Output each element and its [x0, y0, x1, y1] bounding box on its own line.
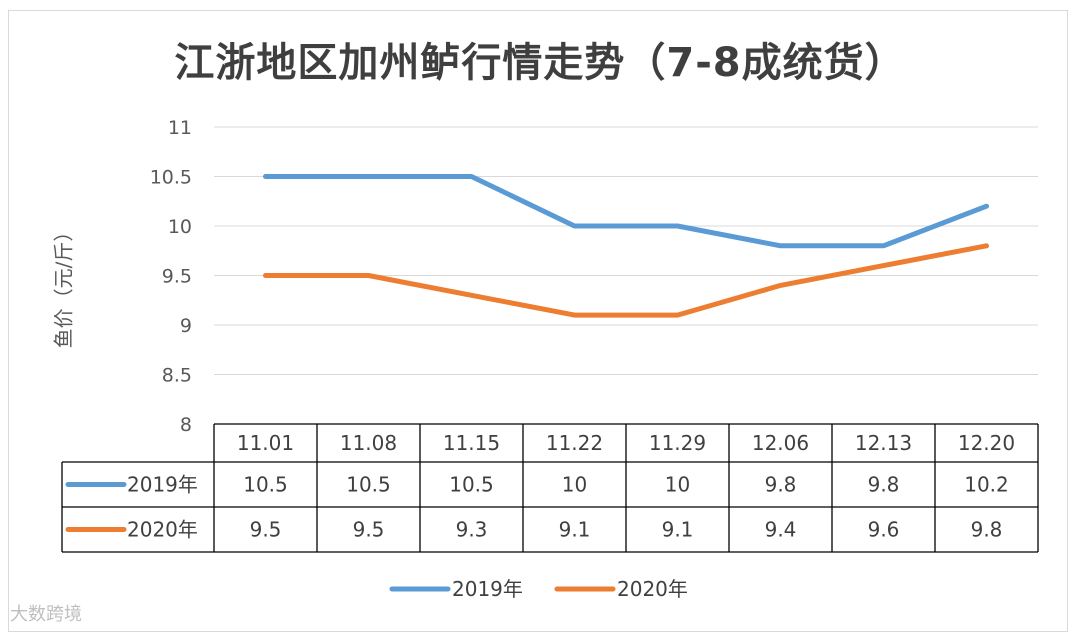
table-value-cell: 9.8	[765, 473, 797, 497]
table-series-name: 2019年	[127, 473, 198, 497]
y-tick-label: 9.5	[162, 266, 192, 288]
table-value-cell: 10.5	[346, 473, 391, 497]
y-tick-label: 8.5	[162, 365, 192, 387]
series-line-1	[263, 174, 989, 249]
x-category-label: 11.08	[340, 431, 397, 455]
y-tick-label: 8	[180, 414, 192, 436]
table-value-cell: 10.2	[964, 473, 1009, 497]
table-value-cell: 9.5	[353, 518, 385, 542]
x-category-label: 12.13	[855, 431, 912, 455]
legend-label: 2020年	[617, 577, 688, 601]
table-value-cell: 9.4	[765, 518, 797, 542]
table-value-cell: 10.5	[243, 473, 288, 497]
table-value-cell: 10	[665, 473, 690, 497]
x-category-label: 11.01	[237, 431, 294, 455]
table-value-cell: 9.1	[662, 518, 694, 542]
series-line-2	[263, 243, 989, 318]
table-value-cell: 10.5	[449, 473, 494, 497]
x-category-label: 11.15	[443, 431, 500, 455]
table-value-cell: 9.6	[868, 518, 900, 542]
table-value-cell: 9.5	[250, 518, 282, 542]
legend-label: 2019年	[452, 577, 523, 601]
table-series-name: 2020年	[127, 518, 198, 542]
chart-frame	[8, 10, 1068, 632]
x-category-label: 11.29	[649, 431, 706, 455]
x-category-label: 12.20	[958, 431, 1015, 455]
y-tick-label: 9	[180, 315, 192, 337]
watermark-text: 大数跨境	[10, 604, 82, 625]
table-value-cell: 10	[562, 473, 587, 497]
table-value-cell: 9.8	[868, 473, 900, 497]
y-tick-label: 11	[168, 117, 192, 139]
chart-title: 江浙地区加州鲈行情走势（7-8成统货）	[174, 40, 906, 86]
x-category-label: 11.22	[546, 431, 603, 455]
table-value-cell: 9.8	[971, 518, 1003, 542]
x-category-label: 12.06	[752, 431, 809, 455]
y-tick-label: 10.5	[150, 167, 192, 189]
y-tick-label: 10	[168, 216, 192, 238]
table-value-cell: 9.1	[559, 518, 591, 542]
table-value-cell: 9.3	[456, 518, 488, 542]
